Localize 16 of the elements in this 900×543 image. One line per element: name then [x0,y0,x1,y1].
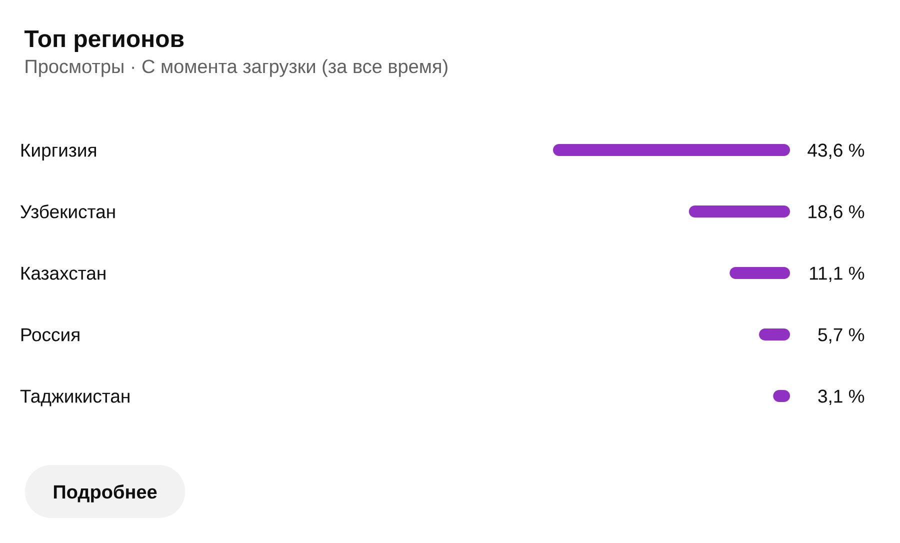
bar [552,144,790,156]
y-tick-label: Россия [21,328,80,342]
bar [688,205,790,218]
y-tick-label: Киргизия [21,144,96,160]
y-tick-label: Узбекистан [20,204,115,218]
data-label: 18,6 % [808,205,864,220]
bar [730,266,790,279]
text: Подробнее [54,484,157,502]
text: Топ регионов [24,30,184,52]
data-label: 43,6 % [808,144,864,159]
data-label: 5,7 % [818,328,864,344]
y-tick-label: Казахстан [21,266,106,280]
y-tick-label: Таджикистан [20,390,130,406]
data-label: 11,1 % [810,266,864,282]
text: Просмотры · С момента загрузки (за все время) [26,59,448,77]
data-label: 3,1 % [818,390,864,405]
